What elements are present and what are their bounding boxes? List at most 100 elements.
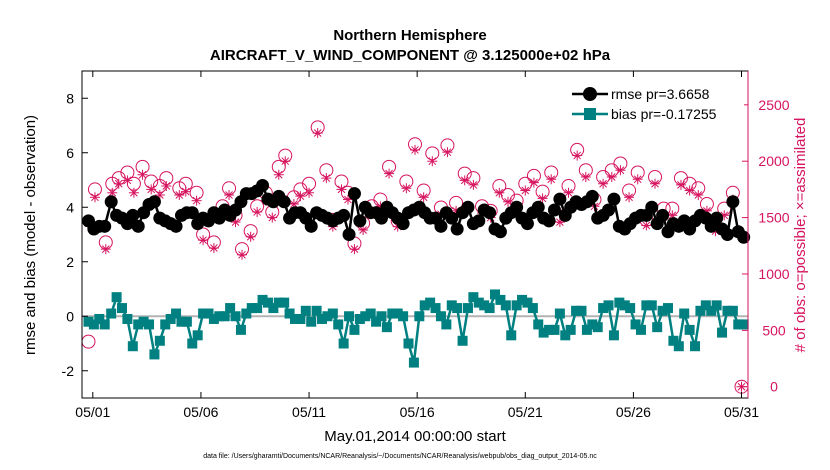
rmse-point [304,219,318,233]
rmse-point [104,195,118,209]
obs-assimilated-stroke [521,186,530,195]
bias-point [111,292,122,303]
obs-assimilated-stroke [668,211,677,220]
bias-point [246,303,257,314]
obs-assimilated-stroke [175,191,184,199]
bias-point [208,313,219,324]
x-tick-label: 05/26 [616,404,651,420]
obs-assimilated-marker [693,190,704,201]
obs-assimilated-marker [624,192,635,203]
rmse-point [737,230,751,244]
bias-point [679,308,690,319]
obs-assimilated-marker [304,187,315,198]
bias-point [154,335,165,346]
bias-point [262,297,273,308]
bias-point [560,330,571,341]
bias-point [408,357,419,368]
rmse-point [585,189,599,203]
bias-point [576,305,587,316]
bias-point [727,305,738,316]
obs-assimilated-stroke [130,188,138,197]
obs-assimilated-stroke [231,218,240,226]
bias-point [360,311,371,322]
obs-assimilated-marker [137,169,148,180]
bias-point [365,308,376,319]
rmse-point [347,187,361,201]
bias-point [176,316,187,327]
bias-point [88,319,99,330]
bias-point [295,313,306,324]
bias-point [311,305,322,316]
rmse-point [131,219,145,233]
rmse-point [434,219,448,233]
obs-assimilated-stroke [281,157,290,166]
bias-point [106,308,117,319]
obs-assimilated-marker [180,186,191,197]
obs-assimilated-stroke [253,208,262,216]
obs-assimilated-marker [89,192,100,203]
bias-point [533,319,544,330]
rmse-point [493,225,507,239]
bias-point [652,322,663,333]
obs-possible-marker [81,334,96,349]
bias-point [614,297,625,308]
obs-assimilated-marker [546,174,557,185]
obs-assimilated-marker [401,183,412,194]
rmse-point [461,200,475,214]
bias-point [495,294,506,305]
obs-assimilated-stroke [651,179,659,188]
bias-point [684,324,695,335]
bias-point [83,316,94,327]
obs-assimilated-marker [528,177,539,188]
bias-point [446,300,457,311]
bias-point [344,311,355,322]
obs-assimilated-stroke [685,186,694,195]
obs-assimilated-marker [295,191,306,202]
bias-point [160,319,171,330]
bias-point [657,305,668,316]
plot-area [81,120,751,394]
bias-point [517,294,528,305]
bias-point [722,305,733,316]
bias-point [381,322,392,333]
bias-point [149,349,160,360]
obs-assimilated-stroke [504,197,512,206]
obs-assimilated-stroke [359,226,367,234]
rmse-point [547,203,561,217]
obs-assimilated-stroke [538,194,547,203]
obs-assimilated-marker [572,150,583,161]
bias-point [133,319,144,330]
obs-assimilated-stroke [123,176,132,185]
bias-point [165,313,176,324]
x-tick-label: 05/31 [724,404,759,420]
obs-assimilated-stroke [290,200,298,208]
obs-assimilated-stroke [192,196,201,205]
obs-assimilated-marker [208,243,219,254]
bias-point [435,311,446,322]
obs-assimilated-stroke [91,193,99,202]
obs-assimilated-marker [280,156,291,167]
bias-point [241,308,252,319]
bias-point [268,303,279,314]
obs-assimilated-stroke [313,129,322,137]
obs-assimilated-stroke [350,245,359,254]
bias-point [327,308,338,319]
obs-assimilated-marker [122,175,133,186]
rmse-point [710,211,724,225]
bias-point [425,297,436,308]
rmse-point [720,228,734,241]
bias-point [468,292,479,303]
y-axis-left: -2 0 2 4 6 8 [62,90,88,379]
obs-assimilated-stroke [162,182,171,190]
obs-assimilated-stroke [495,188,504,197]
obs-assimilated-marker [468,179,479,190]
obs-assimilated-stroke [199,236,207,244]
legend-rmse-label: rmse pr=3.6658 [611,86,710,102]
obs-assimilated-marker [427,156,438,167]
x-tick-label: 05/01 [75,404,110,420]
bias-point [635,324,646,335]
obs-assimilated-stroke [694,191,703,199]
y-left-tick-label: 2 [66,254,74,270]
obs-assimilated-marker [632,174,643,185]
obs-assimilated-marker [580,171,591,182]
